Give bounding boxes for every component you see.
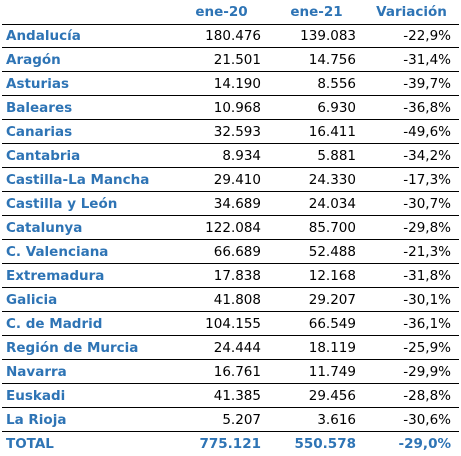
value-variation: -29,9% (403, 363, 451, 380)
value-variation: -28,8% (403, 387, 451, 404)
value-variation: -36,8% (403, 99, 451, 116)
value-variation: -17,3% (403, 171, 451, 188)
value-variation: -36,1% (403, 315, 451, 332)
table-row: Canarias 32.593 16.411 -49,6% (2, 120, 459, 144)
total-ene-20: 775.121 (199, 436, 262, 452)
value-variation: -31,8% (403, 267, 451, 284)
value-ene-20: 29.410 (213, 171, 261, 188)
value-variation: -22,9% (403, 28, 451, 44)
table-row: Asturias 14.190 8.556 -39,7% (2, 72, 459, 96)
value-ene-20: 32.593 (213, 123, 261, 140)
region-name: Canarias (6, 123, 73, 140)
value-variation: -30,7% (403, 195, 451, 212)
value-variation: -25,9% (403, 339, 451, 356)
region-name: Extremadura (6, 267, 105, 284)
value-variation: -39,7% (403, 75, 451, 92)
value-ene-20: 14.190 (213, 75, 261, 92)
value-ene-21: 8.556 (317, 75, 356, 92)
value-variation: -29,8% (403, 219, 451, 236)
value-ene-20: 21.501 (213, 51, 261, 68)
region-name: Euskadi (6, 387, 66, 404)
table-row: Región de Murcia 24.444 18.119 -25,9% (2, 336, 459, 360)
table-body: Andalucía 180.476 139.083 -22,9% Aragón 21.50… (2, 24, 459, 432)
value-ene-20: 16.761 (213, 363, 261, 380)
header-ene-20: ene-20 (195, 4, 248, 20)
total-row: TOTAL 775.121 550.578 -29,0% (2, 432, 459, 456)
region-name: Castilla y León (6, 195, 118, 212)
value-ene-21: 3.616 (317, 411, 356, 428)
table-row: C. Valenciana 66.689 52.488 -21,3% (2, 240, 459, 264)
table-row: Aragón 21.501 14.756 -31,4% (2, 48, 459, 72)
value-variation: -21,3% (403, 243, 451, 260)
region-name: Cantabria (6, 147, 81, 164)
value-ene-20: 180.476 (205, 28, 261, 44)
value-ene-21: 66.549 (308, 315, 356, 332)
value-ene-20: 41.385 (213, 387, 261, 404)
table-row: Navarra 16.761 11.749 -29,9% (2, 360, 459, 384)
table-row: Catalunya 122.084 85.700 -29,8% (2, 216, 459, 240)
region-name: Navarra (6, 363, 67, 380)
value-ene-21: 12.168 (308, 267, 356, 284)
value-variation: -31,4% (403, 51, 451, 68)
value-ene-20: 122.084 (205, 219, 261, 236)
value-variation: -30,1% (403, 291, 451, 308)
value-ene-20: 5.207 (222, 411, 261, 428)
total-label: TOTAL (6, 436, 54, 452)
region-name: La Rioja (6, 411, 67, 428)
table-row: Castilla y León 34.689 24.034 -30,7% (2, 192, 459, 216)
value-ene-21: 85.700 (308, 219, 356, 236)
region-name: Asturias (6, 75, 69, 92)
region-name: Galicia (6, 291, 58, 308)
table-row: La Rioja 5.207 3.616 -30,6% (2, 408, 459, 432)
table-row: Euskadi 41.385 29.456 -28,8% (2, 384, 459, 408)
table-row: C. de Madrid 104.155 66.549 -36,1% (2, 312, 459, 336)
value-ene-21: 11.749 (308, 363, 356, 380)
table-row: Galicia 41.808 29.207 -30,1% (2, 288, 459, 312)
value-ene-21: 14.756 (308, 51, 356, 68)
region-name: Aragón (6, 51, 61, 68)
table-row: Castilla-La Mancha 29.410 24.330 -17,3% (2, 168, 459, 192)
table-row: Cantabria 8.934 5.881 -34,2% (2, 144, 459, 168)
value-ene-20: 66.689 (213, 243, 261, 260)
value-ene-21: 18.119 (308, 339, 356, 356)
value-ene-21: 5.881 (317, 147, 356, 164)
region-name: Región de Murcia (6, 339, 139, 356)
value-ene-21: 29.456 (308, 387, 356, 404)
value-ene-21: 29.207 (308, 291, 356, 308)
region-name: Andalucía (6, 28, 81, 44)
value-ene-21: 24.034 (308, 195, 356, 212)
value-ene-21: 52.488 (308, 243, 356, 260)
value-ene-21: 24.330 (308, 171, 356, 188)
value-ene-20: 34.689 (213, 195, 261, 212)
table-row: Baleares 10.968 6.930 -36,8% (2, 96, 459, 120)
region-name: C. Valenciana (6, 243, 109, 260)
table-header: ene-20 ene-21 Variación (2, 0, 459, 24)
header-ene-21: ene-21 (290, 4, 343, 20)
region-name: C. de Madrid (6, 315, 103, 332)
region-name: Baleares (6, 99, 73, 116)
value-ene-20: 8.934 (222, 147, 261, 164)
value-ene-21: 16.411 (308, 123, 356, 140)
header-variation: Variación (376, 4, 447, 20)
value-ene-21: 6.930 (317, 99, 356, 116)
table-row: Extremadura 17.838 12.168 -31,8% (2, 264, 459, 288)
region-name: Catalunya (6, 219, 83, 236)
region-name: Castilla-La Mancha (6, 171, 150, 188)
value-ene-20: 104.155 (205, 315, 261, 332)
value-ene-21: 139.083 (300, 28, 356, 44)
value-variation: -30,6% (403, 411, 451, 428)
total-ene-21: 550.578 (294, 436, 357, 452)
value-variation: -49,6% (403, 123, 451, 140)
total-variation: -29,0% (398, 436, 451, 452)
value-ene-20: 24.444 (213, 339, 261, 356)
value-ene-20: 10.968 (213, 99, 261, 116)
value-variation: -34,2% (403, 147, 451, 164)
table-row: Andalucía 180.476 139.083 -22,9% (2, 24, 459, 48)
value-ene-20: 17.838 (213, 267, 261, 284)
value-ene-20: 41.808 (213, 291, 261, 308)
